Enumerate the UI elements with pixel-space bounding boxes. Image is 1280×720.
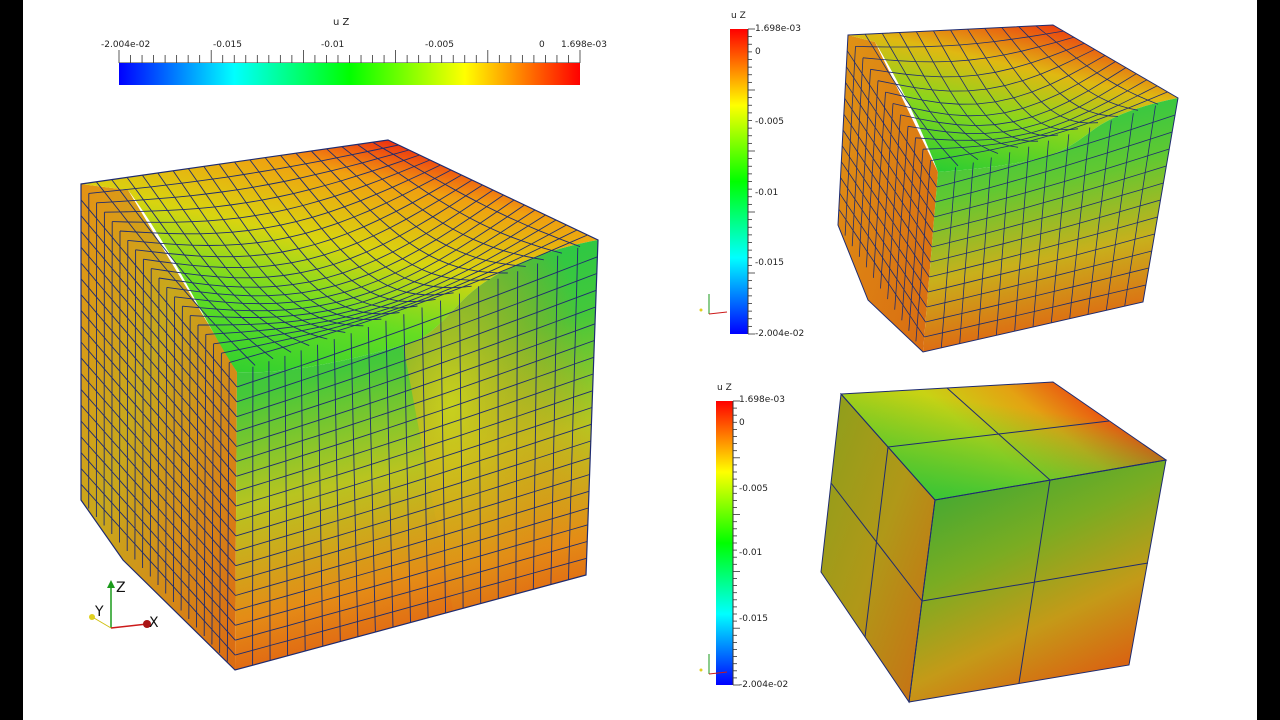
main-3d-view[interactable]: u Z -2.004e-02 -0.015 -0.01 -0.005 0 1.6… bbox=[23, 0, 673, 720]
main-colorbar-tick-4: 0 bbox=[539, 40, 545, 50]
top-right-colorbar-max-label: 1.698e-03 bbox=[755, 24, 802, 34]
orientation-axes-widget: Z X Y bbox=[89, 580, 159, 631]
z-axis-arrow-icon bbox=[107, 580, 115, 588]
x-axis-label: X bbox=[149, 615, 159, 631]
bottom-right-3d-view[interactable]: u Z 1.698e-03 0 -0.005 -0.01 -0.015 -2.0… bbox=[673, 360, 1257, 720]
main-colorbar-tick-3: -0.005 bbox=[425, 40, 455, 50]
y-axis-dot-icon bbox=[699, 308, 703, 312]
top-right-colorbar-min-label: -2.004e-02 bbox=[755, 329, 805, 339]
z-axis-label: Z bbox=[116, 580, 126, 596]
x-axis-arrow-icon bbox=[143, 620, 151, 628]
bottom-right-cube-mesh bbox=[820, 381, 1168, 704]
main-colorbar-max-label: 1.698e-03 bbox=[561, 40, 608, 50]
bottom-right-colorbar-graphic bbox=[716, 400, 740, 686]
bottom-right-colorbar-tick-3: -0.01 bbox=[739, 548, 763, 558]
x-axis-line bbox=[110, 623, 148, 629]
bottom-right-colorbar-title: u Z bbox=[717, 383, 732, 393]
main-colorbar-graphic bbox=[118, 50, 581, 85]
bottom-right-colorbar-tick-4: -0.015 bbox=[739, 614, 769, 624]
top-right-colorbar-tick-2: -0.005 bbox=[755, 117, 785, 127]
main-colorbar-tick-1: -0.015 bbox=[213, 40, 243, 50]
top-right-colorbar-tick-4: -0.015 bbox=[755, 258, 785, 268]
top-right-3d-view[interactable]: u Z 1.698e-03 0 -0.005 -0.01 -0.015 -2.0… bbox=[673, 0, 1257, 360]
top-right-cube-mesh bbox=[837, 24, 1179, 353]
top-right-colorbar-tick-1: 0 bbox=[755, 47, 761, 57]
top-right-colorbar-tick-3: -0.01 bbox=[755, 188, 779, 198]
bottom-right-colorbar-tick-2: -0.005 bbox=[739, 484, 769, 494]
bottom-right-colorbar-tick-1: 0 bbox=[739, 418, 745, 428]
y-axis-dot-icon bbox=[699, 668, 703, 672]
main-colorbar-title: u Z bbox=[333, 17, 350, 28]
bottom-right-colorbar-max-label: 1.698e-03 bbox=[739, 395, 786, 405]
top-right-colorbar-title: u Z bbox=[731, 11, 746, 21]
main-colorbar-min-label: -2.004e-02 bbox=[101, 40, 151, 50]
render-viewport[interactable]: u Z -2.004e-02 -0.015 -0.01 -0.005 0 1.6… bbox=[23, 0, 1257, 720]
bottom-right-grid bbox=[820, 381, 1168, 704]
x-axis-line bbox=[708, 671, 728, 675]
x-axis-line bbox=[708, 311, 728, 315]
y-axis-arrow-icon bbox=[89, 614, 95, 620]
y-axis-label: Y bbox=[94, 604, 104, 620]
bottom-right-colorbar-min-label: -2.004e-02 bbox=[739, 680, 789, 690]
main-colorbar-tick-2: -0.01 bbox=[321, 40, 345, 50]
top-right-orientation-axes bbox=[699, 294, 728, 315]
top-right-colorbar-graphic bbox=[730, 28, 755, 335]
main-cube-mesh bbox=[80, 139, 599, 671]
bottom-right-orientation-axes bbox=[699, 654, 728, 675]
